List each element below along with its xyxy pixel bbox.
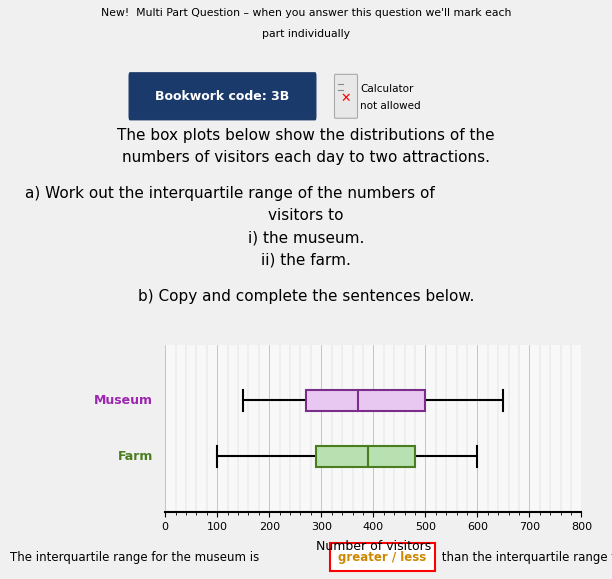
Text: i) the museum.: i) the museum.	[248, 230, 364, 245]
Text: The box plots below show the distributions of the: The box plots below show the distributio…	[117, 128, 495, 143]
FancyBboxPatch shape	[335, 74, 357, 118]
Text: Farm: Farm	[118, 450, 153, 463]
Text: part individually: part individually	[262, 29, 350, 39]
Text: New!  Multi Part Question – when you answer this question we'll mark each: New! Multi Part Question – when you answ…	[101, 8, 511, 19]
Text: than the interquartile range for the farm.: than the interquartile range for the far…	[438, 551, 612, 564]
Text: Calculator: Calculator	[360, 84, 413, 94]
FancyBboxPatch shape	[129, 73, 316, 120]
Text: visitors to: visitors to	[268, 208, 344, 223]
Bar	[306, 390, 425, 411]
X-axis label: Number of visitors: Number of visitors	[316, 540, 431, 554]
Text: ✕: ✕	[341, 92, 351, 105]
Text: The interquartile range for the museum is: The interquartile range for the museum i…	[10, 551, 263, 564]
Text: greater / less: greater / less	[338, 551, 427, 564]
Text: b) Copy and complete the sentences below.: b) Copy and complete the sentences below…	[138, 289, 474, 304]
Bar	[316, 446, 415, 467]
Text: ii) the farm.: ii) the farm.	[261, 252, 351, 267]
Text: not allowed: not allowed	[360, 101, 420, 111]
Text: a) Work out the interquartile range of the numbers of: a) Work out the interquartile range of t…	[25, 186, 435, 201]
Text: numbers of visitors each day to two attractions.: numbers of visitors each day to two attr…	[122, 150, 490, 165]
Bar	[330, 543, 435, 571]
Text: Museum: Museum	[94, 394, 153, 407]
Text: Bookwork code: 3B: Bookwork code: 3B	[155, 90, 289, 103]
